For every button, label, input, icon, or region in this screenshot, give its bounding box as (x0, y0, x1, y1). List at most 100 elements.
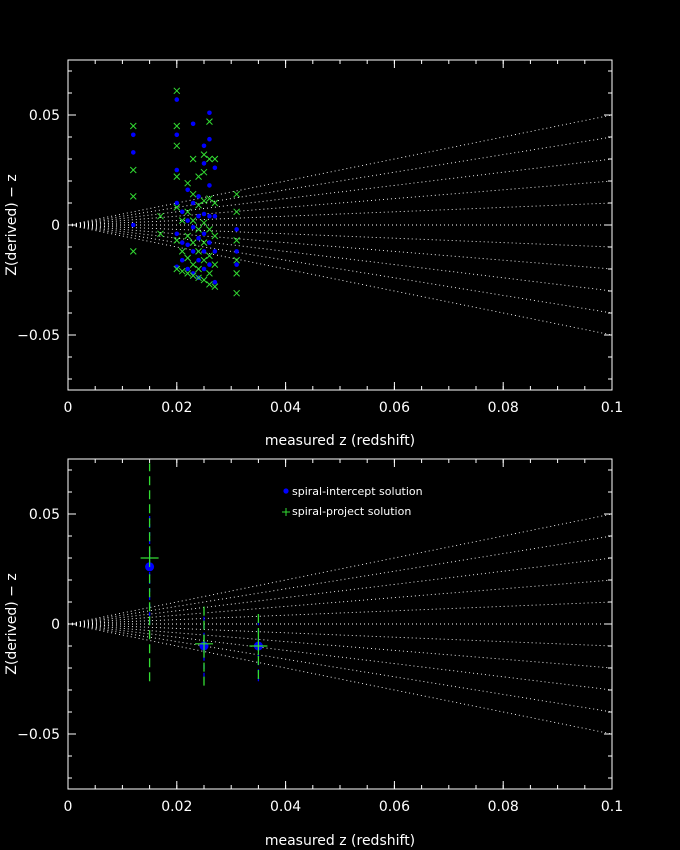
project-point (200, 219, 208, 227)
project-point (200, 256, 208, 264)
legend-project-label: spiral-project solution (292, 505, 411, 518)
project-point (184, 254, 192, 262)
intercept-point (201, 249, 207, 254)
project-point (173, 87, 181, 95)
project-point (173, 204, 181, 211)
project-point (157, 230, 164, 238)
x-tick-label: 0.08 (488, 400, 519, 416)
project-point (173, 142, 181, 150)
x-tick-label: 0.1 (601, 799, 623, 815)
top-x-ticks: 0 0.02 0.04 0.06 0.08 0.1 (64, 60, 623, 416)
y-tick-label: 0 (51, 617, 60, 633)
intercept-point (174, 132, 180, 138)
project-point (233, 256, 240, 264)
bottom-x-ticks: 0 0.02 0.04 0.06 0.08 0.1 (64, 459, 623, 815)
project-point (129, 248, 137, 255)
intercept-point (174, 200, 180, 206)
guide-line (67, 224, 613, 270)
project-point (173, 173, 181, 180)
project-point (211, 283, 219, 290)
project-point (157, 212, 164, 220)
project-point (195, 226, 202, 233)
intercept-point (201, 211, 207, 217)
legend-intercept-marker (283, 488, 289, 494)
project-point (200, 151, 208, 158)
top-panel: 0 0.02 0.04 0.06 0.08 0.1 −0.05 0 0.05 measured… (4, 59, 623, 449)
project-point (200, 168, 208, 176)
intercept-point (207, 240, 212, 245)
intercept-point (196, 194, 201, 199)
x-tick-label: 0.04 (270, 400, 301, 416)
intercept-point (190, 249, 196, 254)
intercept-point (190, 200, 196, 206)
x-tick-label: 0.06 (379, 400, 410, 416)
project-point (206, 252, 213, 260)
project-point (200, 276, 208, 284)
project-point (195, 634, 213, 653)
bottom-y-ticks: −0.05 0 0.05 (17, 469, 612, 779)
project-point (195, 265, 202, 273)
project-point (184, 270, 192, 277)
x-tick-label: 0.02 (161, 400, 192, 416)
project-point (189, 190, 197, 198)
project-point (206, 281, 213, 288)
x-tick-label: 0.08 (488, 799, 519, 815)
project-point (233, 289, 240, 297)
intercept-point (201, 161, 207, 166)
guide-line (67, 557, 613, 625)
legend-project-marker (282, 508, 290, 516)
project-point (129, 193, 137, 200)
project-point (233, 270, 240, 277)
x-tick-label: 0 (64, 400, 73, 416)
intercept-point (212, 213, 218, 219)
intercept-point (212, 279, 218, 285)
intercept-point (130, 150, 136, 155)
x-tick-label: 0.04 (270, 799, 301, 815)
project-point (195, 173, 202, 180)
bottom-points (140, 549, 268, 655)
guide-line (67, 623, 613, 735)
guide-line (67, 623, 613, 669)
intercept-point (190, 224, 196, 230)
intercept-point (190, 121, 196, 127)
project-point (249, 637, 268, 655)
top-y-ticks: −0.05 0 0.05 (17, 70, 612, 380)
top-y-axis-title: Z(derived) − z (4, 174, 20, 275)
y-tick-label: −0.05 (17, 328, 60, 344)
project-point (184, 208, 192, 216)
guide-line (67, 224, 613, 248)
intercept-point (179, 240, 185, 245)
y-tick-label: −0.05 (17, 727, 60, 743)
bottom-guide-lines (67, 513, 613, 735)
intercept-point (201, 266, 207, 272)
x-tick-label: 0.1 (601, 400, 623, 416)
guide-line (67, 513, 613, 625)
project-point (178, 248, 186, 255)
x-tick-label: 0.02 (161, 799, 192, 815)
project-point (195, 201, 202, 209)
intercept-point (174, 97, 180, 102)
project-point (233, 237, 240, 244)
project-point (233, 208, 240, 216)
y-tick-label: 0.05 (29, 507, 60, 523)
intercept-point (234, 227, 239, 232)
project-point (189, 217, 197, 224)
project-point (184, 232, 192, 240)
intercept-point (174, 167, 180, 173)
project-point (173, 237, 181, 244)
project-point (184, 179, 192, 187)
project-point (189, 155, 197, 163)
project-point (206, 155, 213, 163)
project-point (140, 549, 159, 567)
intercept-point (174, 231, 180, 237)
intercept-point (179, 257, 185, 263)
project-point (189, 272, 197, 279)
project-point (189, 261, 197, 268)
project-point (206, 226, 213, 233)
intercept-point (207, 262, 212, 267)
guide-line (67, 180, 613, 226)
intercept-point (207, 110, 212, 116)
project-point (233, 190, 240, 198)
